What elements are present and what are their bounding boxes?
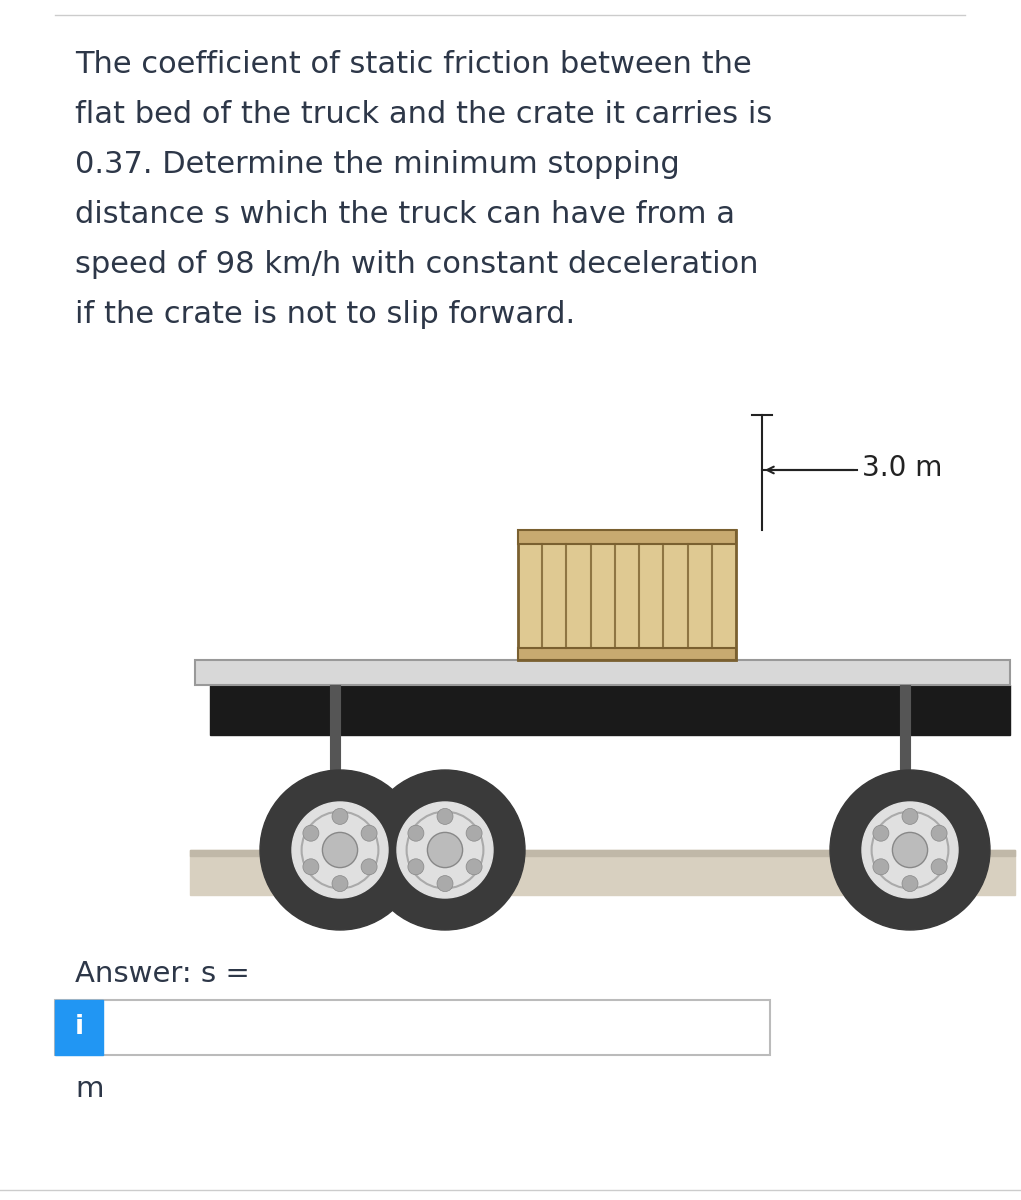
Text: 3.0 m: 3.0 m: [862, 454, 942, 482]
Circle shape: [902, 876, 918, 892]
Text: distance s which the truck can have from a: distance s which the truck can have from…: [75, 200, 735, 229]
Text: i: i: [75, 1014, 84, 1040]
Circle shape: [902, 809, 918, 824]
Circle shape: [931, 826, 947, 841]
Circle shape: [437, 809, 453, 824]
Circle shape: [408, 859, 424, 875]
Circle shape: [332, 809, 348, 824]
Text: speed of 98 km/h with constant deceleration: speed of 98 km/h with constant decelerat…: [75, 250, 759, 278]
Circle shape: [873, 859, 889, 875]
Circle shape: [364, 770, 525, 930]
Circle shape: [303, 859, 319, 875]
Circle shape: [892, 833, 928, 868]
Text: Answer: s =: Answer: s =: [75, 960, 250, 988]
Bar: [190, 850, 1015, 895]
Bar: [518, 530, 736, 660]
Circle shape: [303, 826, 319, 841]
Circle shape: [361, 859, 377, 875]
Circle shape: [332, 876, 348, 892]
Circle shape: [467, 826, 482, 841]
Circle shape: [437, 876, 453, 892]
Circle shape: [292, 802, 388, 898]
Circle shape: [862, 802, 958, 898]
Circle shape: [397, 802, 493, 898]
Bar: [55, 1000, 770, 1055]
Circle shape: [830, 770, 990, 930]
Text: flat bed of the truck and the crate it carries is: flat bed of the truck and the crate it c…: [75, 100, 772, 128]
Text: 0.37. Determine the minimum stopping: 0.37. Determine the minimum stopping: [75, 150, 680, 179]
Circle shape: [428, 833, 463, 868]
Bar: [195, 660, 1010, 685]
Circle shape: [931, 859, 947, 875]
Bar: [518, 648, 736, 660]
Bar: [518, 530, 736, 544]
Text: if the crate is not to slip forward.: if the crate is not to slip forward.: [75, 300, 575, 329]
Circle shape: [408, 826, 424, 841]
Text: The coefficient of static friction between the: The coefficient of static friction betwe…: [75, 50, 751, 79]
Circle shape: [260, 770, 420, 930]
Circle shape: [873, 826, 889, 841]
Text: m: m: [75, 1075, 103, 1103]
Circle shape: [467, 859, 482, 875]
Circle shape: [323, 833, 357, 868]
Bar: [55, 1000, 103, 1055]
Bar: [210, 685, 1010, 734]
Bar: [190, 850, 1015, 856]
Circle shape: [361, 826, 377, 841]
